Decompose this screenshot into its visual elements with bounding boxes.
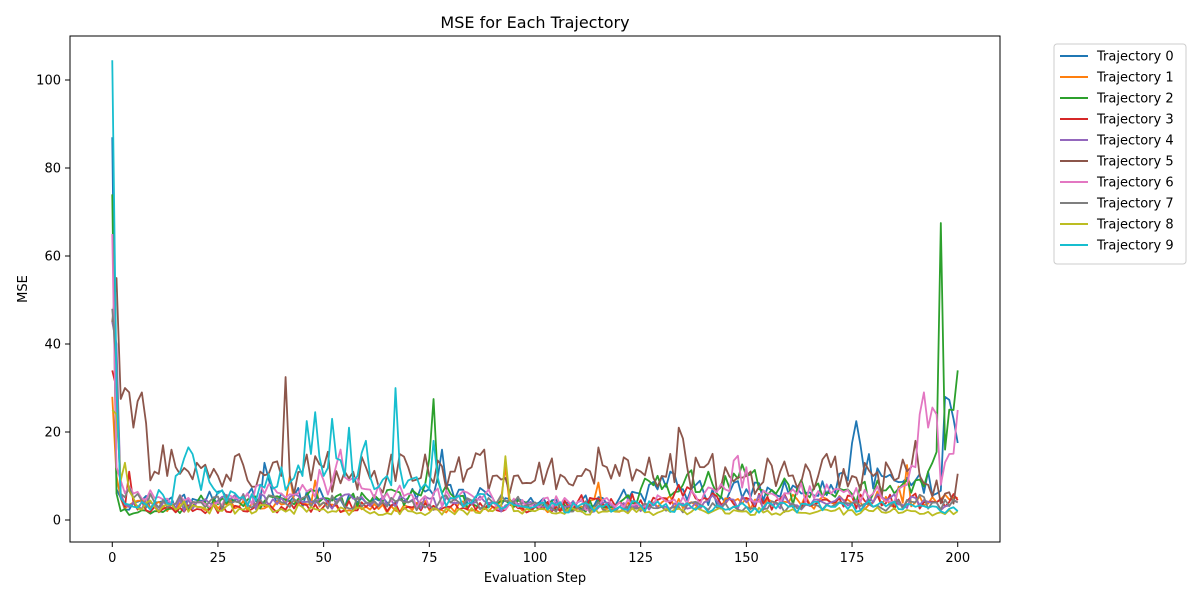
- x-axis-label: Evaluation Step: [484, 571, 586, 586]
- plot-area: [69, 35, 1001, 543]
- legend-entry-label: Trajectory 0: [1096, 50, 1174, 65]
- legend-entry-label: Trajectory 2: [1096, 92, 1174, 107]
- series-line-4: [111, 321, 959, 514]
- legend-entry-label: Trajectory 6: [1096, 176, 1174, 191]
- legend-entry-label: Trajectory 4: [1096, 134, 1174, 149]
- legend: Trajectory 0 Trajectory 1 Trajectory 2 Traj…: [1053, 43, 1187, 265]
- series-line-8: [111, 409, 959, 517]
- series-line-0: [111, 137, 959, 511]
- legend-entry-label: Trajectory 5: [1096, 155, 1174, 170]
- plot-frame: [69, 35, 1001, 543]
- series-line-9: [111, 60, 959, 514]
- series-line-5: [111, 277, 959, 505]
- legend-entry-label: Trajectory 9: [1096, 239, 1174, 254]
- y-axis: 0 20 40 60 80 100: [36, 74, 70, 529]
- y-tick-label: 80: [44, 162, 61, 177]
- x-tick-label: 200: [945, 551, 970, 566]
- y-axis-label: MSE: [16, 275, 31, 303]
- y-tick-label: 100: [36, 74, 61, 89]
- legend-entry-label: Trajectory 7: [1096, 197, 1174, 212]
- x-tick-label: 100: [523, 551, 548, 566]
- legend-entry-label: Trajectory 3: [1096, 113, 1174, 128]
- y-tick-label: 60: [44, 250, 61, 265]
- series-line-7: [111, 308, 959, 514]
- y-tick-label: 0: [53, 514, 61, 529]
- y-tick-label: 40: [44, 338, 61, 353]
- y-tick-label: 20: [44, 426, 61, 441]
- x-tick-label: 25: [210, 551, 227, 566]
- x-tick-label: 125: [628, 551, 653, 566]
- x-tick-label: 50: [315, 551, 332, 566]
- legend-entry-label: Trajectory 8: [1096, 218, 1174, 233]
- x-tick-label: 175: [840, 551, 865, 566]
- series-line-6: [111, 233, 959, 511]
- chart-title: MSE for Each Trajectory: [440, 13, 629, 32]
- legend-entry-label: Trajectory 1: [1096, 71, 1174, 86]
- x-tick-label: 150: [734, 551, 759, 566]
- x-tick-label: 75: [421, 551, 438, 566]
- x-tick-label: 0: [108, 551, 116, 566]
- x-axis: 0 25 50 75 100 125 150 175 200: [108, 542, 970, 566]
